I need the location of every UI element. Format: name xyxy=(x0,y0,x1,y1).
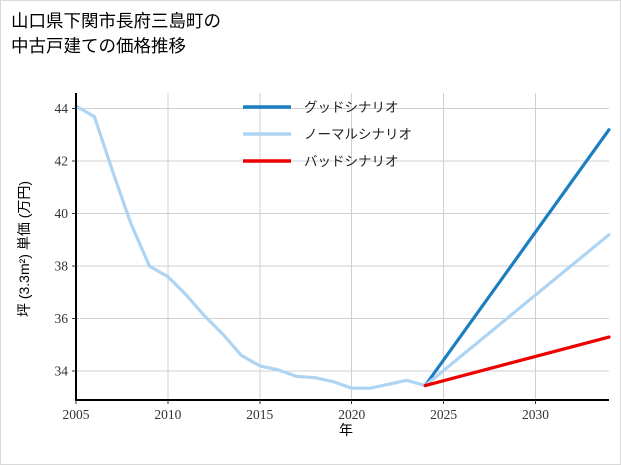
axis-spines-group xyxy=(74,93,609,402)
y-axis-title: 坪 (3.3m²) 単価 (万円) xyxy=(16,181,32,317)
y-tick-label: 36 xyxy=(55,311,69,326)
series-line-3 xyxy=(423,335,611,388)
legend-label-1: ノーマルシナリオ xyxy=(304,127,412,142)
x-tick-label: 2010 xyxy=(154,407,181,422)
tick-marks-group xyxy=(72,108,536,404)
x-tick-label: 2025 xyxy=(430,407,457,422)
x-tick-label: 2015 xyxy=(246,407,273,422)
series-line-0 xyxy=(74,104,427,390)
x-tick-label: 2020 xyxy=(338,407,365,422)
x-axis-title: 年 xyxy=(339,422,353,438)
legend-label-2: バッドシナリオ xyxy=(304,154,399,169)
legend-label-0: グッドシナリオ xyxy=(304,100,399,115)
x-tick-label: 2030 xyxy=(522,407,549,422)
data-series-group xyxy=(74,104,611,390)
y-tick-label: 42 xyxy=(55,154,69,169)
y-tick-label: 34 xyxy=(55,364,69,379)
x-tick-labels-group: 2005 2010 2015 2020 2025 2030 xyxy=(63,407,550,422)
y-tick-label: 44 xyxy=(55,101,69,116)
chart-title: 山口県下関市長府三島町の 中古戸建ての価格推移 xyxy=(11,11,221,56)
series-line-1 xyxy=(423,128,611,388)
y-tick-labels-group: 34 36 38 40 42 44 xyxy=(55,101,69,378)
series-line-2 xyxy=(423,233,611,388)
x-tick-label: 2005 xyxy=(63,407,90,422)
y-tick-label: 40 xyxy=(55,206,69,221)
y-tick-label: 38 xyxy=(55,259,69,274)
